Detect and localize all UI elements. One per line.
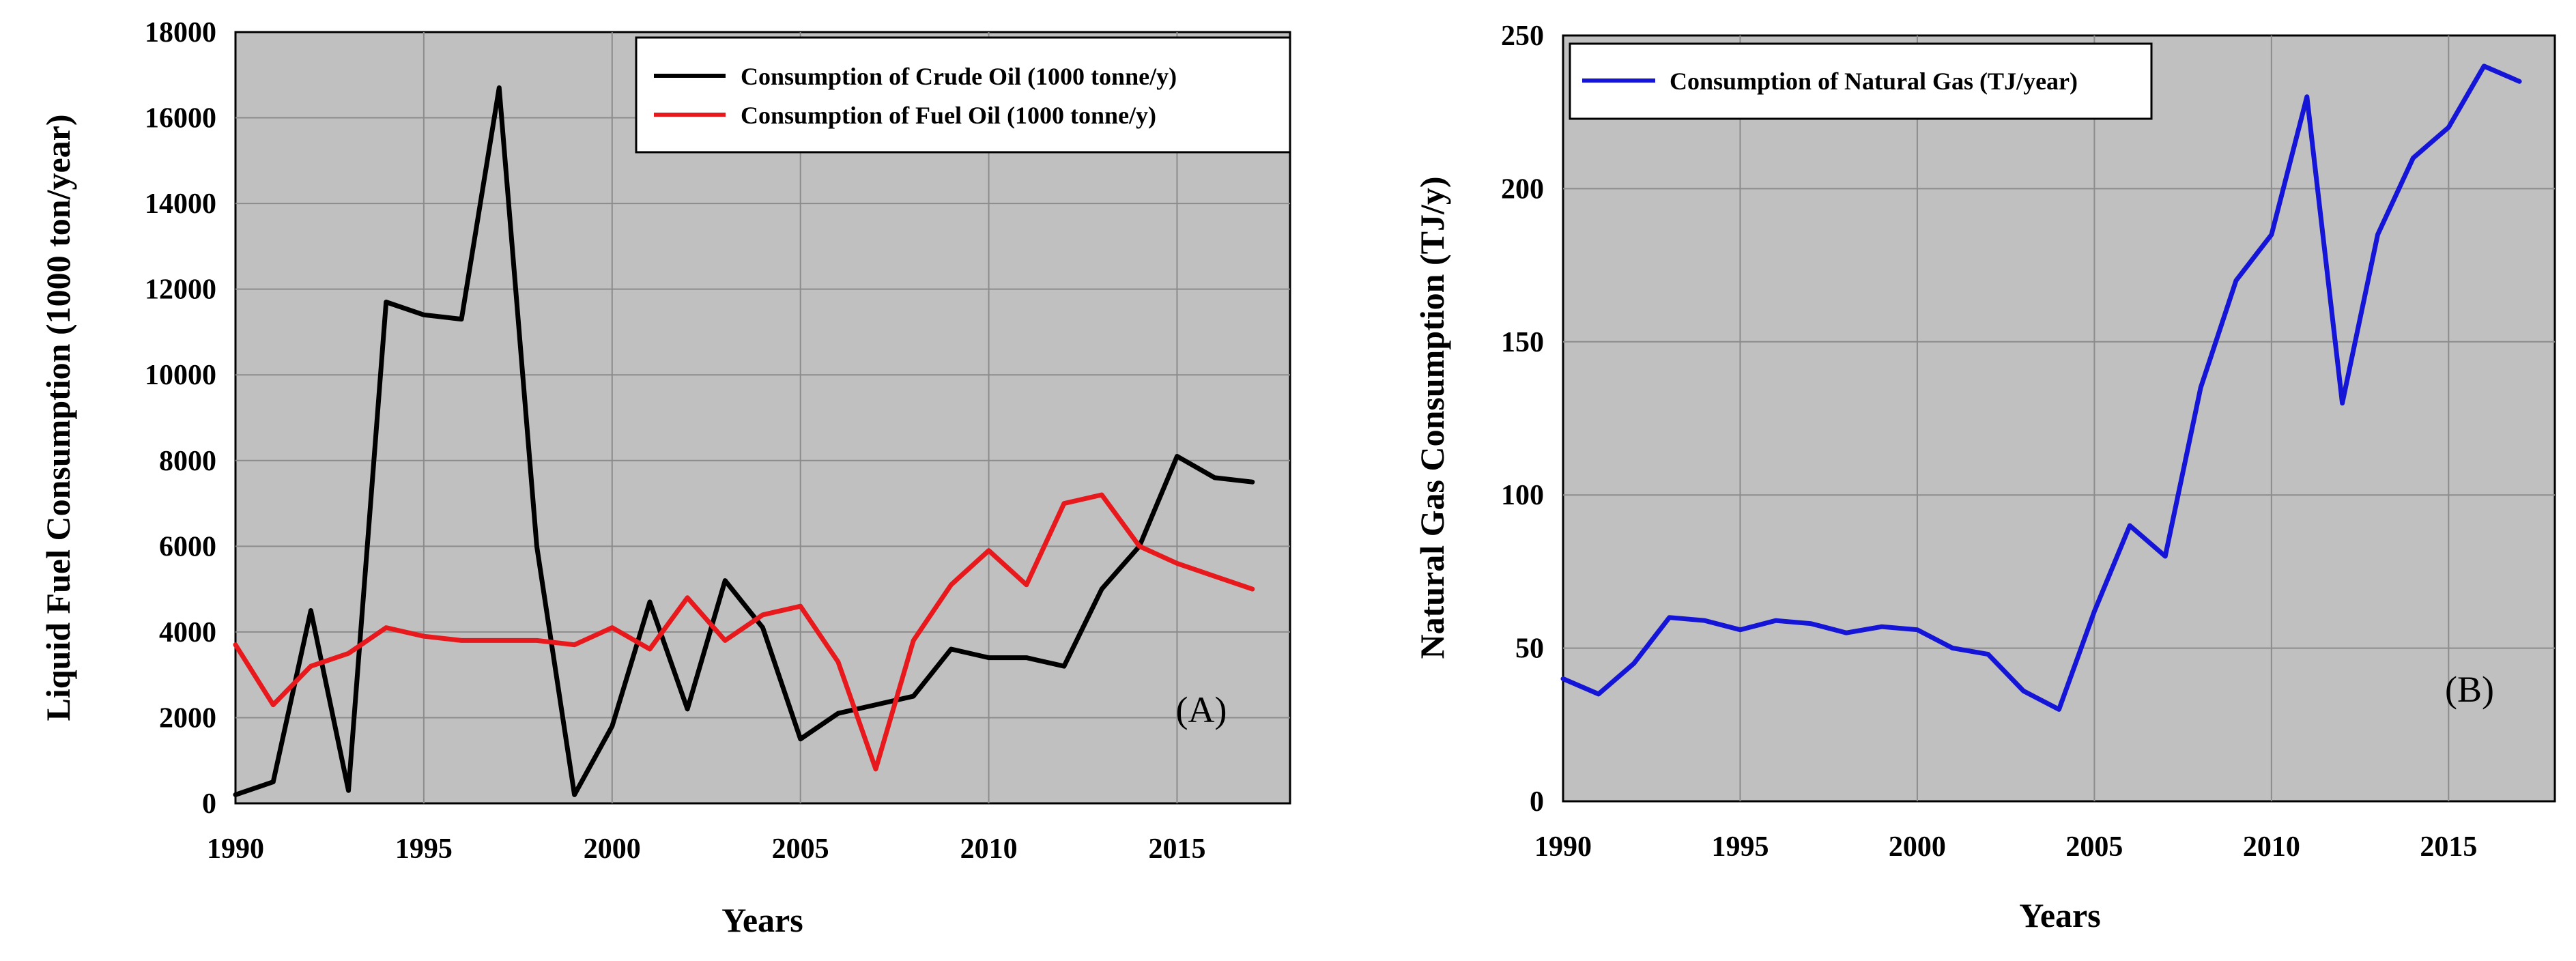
chart-a-legend-label-crude-oil: Consumption of Crude Oil (1000 tonne/y)	[741, 63, 1177, 90]
chart-b-x-tick-label: 1990	[1534, 831, 1592, 863]
chart-b-legend-label-natural-gas: Consumption of Natural Gas (TJ/year)	[1670, 68, 2078, 95]
chart-a-y-tick-label: 10000	[145, 360, 216, 391]
chart-a-x-tick-label: 1995	[395, 833, 453, 865]
chart-b-y-tick-label: 0	[1530, 786, 1544, 818]
chart-a-y-tick-label: 14000	[145, 188, 216, 220]
chart-a-y-tick-label: 2000	[159, 702, 216, 734]
chart-b-y-tick-label: 150	[1501, 327, 1544, 358]
chart-a: 1990 1995 2000 2005 2010 2015 0 2000 4000 6000 80…	[39, 17, 1291, 939]
chart-a-y-tick-label: 16000	[145, 103, 216, 134]
chart-b-grid	[1563, 35, 2555, 801]
chart-b-series-line-0	[1560, 63, 2522, 712]
chart-a-x-tick-label: 2005	[772, 833, 829, 865]
chart-b-x-tick-label: 2000	[1889, 831, 1946, 863]
chart-b-legend-box	[1569, 42, 2153, 120]
chart-a-x-tick-label: 1990	[207, 833, 264, 865]
chart-b-plot-area	[1562, 34, 2556, 803]
chart-a-y-tick-label: 4000	[159, 617, 216, 648]
chart-b: 1990 1995 2000 2005 2010 2015 0 50 100 150 200 250…	[1413, 20, 2556, 934]
chart-a-legend: Consumption of Crude Oil (1000 tonne/y) …	[635, 36, 1291, 154]
chart-a-y-tick-label: 8000	[159, 446, 216, 477]
chart-a-x-tick-label: 2010	[960, 833, 1018, 865]
chart-a-series-line-0	[233, 85, 1255, 797]
chart-b-y-ticks: 0 50 100 150 200 250	[1501, 20, 1544, 818]
chart-a-series-line-1	[233, 492, 1255, 772]
chart-a-y-ticks: 0 2000 4000 6000 8000 10000 12000 14000 16000 180…	[145, 17, 216, 820]
chart-b-x-tick-label: 2005	[2065, 831, 2123, 863]
chart-a-y-axis-title: Liquid Fuel Consumption (1000 ton/year)	[39, 114, 77, 721]
chart-b-y-tick-label: 50	[1515, 633, 1544, 665]
chart-a-grid	[235, 32, 1290, 803]
chart-b-x-tick-label: 2015	[2420, 831, 2477, 863]
chart-a-lines	[233, 85, 1255, 797]
chart-b-lines	[1560, 63, 2522, 712]
chart-a-y-tick-label: 12000	[145, 274, 216, 306]
chart-a-legend-box	[635, 36, 1291, 154]
chart-a-y-tick-label: 18000	[145, 17, 216, 48]
chart-a-y-tick-label: 0	[202, 788, 216, 820]
chart-b-x-axis-title: Years	[2019, 896, 2100, 934]
chart-a-y-tick-label: 6000	[159, 531, 216, 562]
chart-a-x-tick-label: 2015	[1148, 833, 1205, 865]
chart-a-legend-label-fuel-oil: Consumption of Fuel Oil (1000 tonne/y)	[741, 102, 1156, 129]
chart-b-x-ticks: 1990 1995 2000 2005 2010 2015	[1534, 831, 2477, 863]
chart-b-legend: Consumption of Natural Gas (TJ/year)	[1569, 42, 2153, 120]
chart-a-x-ticks: 1990 1995 2000 2005 2010 2015	[207, 833, 1205, 865]
chart-b-x-tick-label: 1995	[1711, 831, 1769, 863]
chart-a-x-tick-label: 2000	[584, 833, 641, 865]
chart-b-y-tick-label: 100	[1501, 480, 1544, 511]
chart-a-plot-area	[234, 31, 1291, 805]
chart-a-panel-label: (A)	[1176, 689, 1227, 730]
chart-b-x-tick-label: 2010	[2243, 831, 2300, 863]
chart-a-x-axis-title: Years	[721, 901, 803, 939]
chart-b-y-axis-title: Natural Gas Consumption (TJ/y)	[1413, 176, 1451, 659]
chart-b-panel-label: (B)	[2445, 669, 2494, 710]
chart-b-y-tick-label: 200	[1501, 173, 1544, 205]
chart-b-y-tick-label: 250	[1501, 20, 1544, 52]
